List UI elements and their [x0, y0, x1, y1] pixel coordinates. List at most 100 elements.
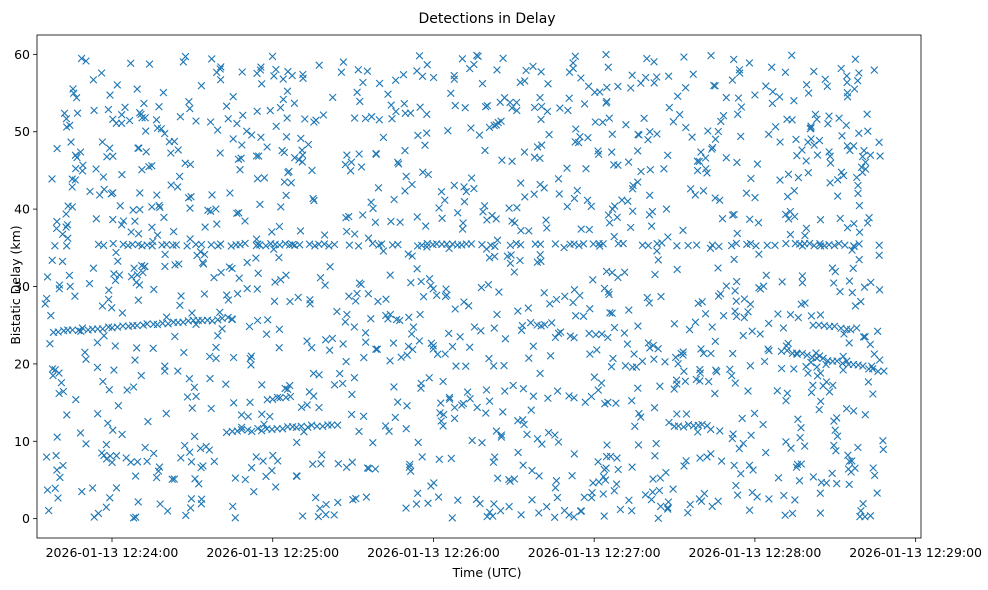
data-point: [698, 298, 706, 306]
data-point: [790, 186, 799, 195]
data-point: [130, 264, 138, 272]
data-point: [707, 51, 715, 60]
data-point: [271, 278, 279, 286]
data-point: [41, 300, 49, 308]
data-point: [652, 439, 660, 448]
data-point: [391, 76, 400, 85]
data-point: [673, 242, 681, 250]
data-point: [309, 194, 317, 203]
data-point: [605, 114, 614, 122]
data-point: [800, 442, 809, 450]
data-point: [254, 269, 262, 278]
data-point: [356, 97, 364, 106]
data-point: [439, 377, 447, 386]
data-point: [58, 230, 67, 238]
data-point: [627, 506, 636, 515]
data-point: [177, 454, 185, 462]
data-point: [671, 353, 680, 362]
data-point: [401, 187, 409, 195]
data-point: [875, 241, 883, 249]
data-point: [334, 459, 343, 468]
data-point: [765, 346, 773, 355]
data-point: [117, 221, 126, 229]
data-point: [660, 165, 668, 173]
data-point: [466, 394, 474, 403]
data-point: [93, 363, 102, 372]
data-point: [74, 326, 83, 335]
data-point: [866, 340, 875, 349]
data-point: [820, 241, 829, 250]
data-point: [110, 270, 118, 278]
data-point: [568, 471, 576, 480]
data-point: [762, 271, 771, 280]
data-point: [826, 159, 835, 167]
data-point: [303, 337, 311, 345]
data-point: [836, 214, 844, 223]
data-point: [429, 285, 437, 293]
data-point: [268, 466, 276, 475]
data-point: [603, 97, 611, 106]
data-point: [544, 428, 553, 437]
data-point: [99, 241, 108, 250]
data-point: [536, 93, 544, 102]
data-point: [339, 340, 347, 348]
data-point: [496, 506, 505, 515]
data-point: [644, 241, 653, 250]
data-point: [582, 164, 590, 173]
data-point: [359, 78, 367, 87]
data-point: [94, 509, 103, 518]
data-point: [794, 415, 802, 423]
data-point: [386, 357, 394, 365]
data-point: [477, 327, 485, 335]
data-point: [646, 128, 654, 136]
data-point: [179, 58, 188, 66]
data-point: [599, 490, 608, 498]
data-point: [570, 194, 579, 203]
data-point: [516, 241, 525, 249]
data-point: [722, 282, 731, 290]
data-point: [224, 115, 232, 123]
data-point: [536, 180, 544, 189]
data-point: [600, 512, 608, 520]
data-point: [691, 191, 700, 199]
data-point: [867, 278, 875, 287]
data-point: [119, 240, 128, 249]
data-point: [482, 409, 490, 417]
data-point: [501, 335, 510, 343]
data-point: [586, 350, 594, 358]
data-point: [282, 133, 291, 141]
data-point: [686, 500, 694, 509]
data-point: [196, 444, 205, 453]
data-point: [732, 297, 741, 305]
data-point: [854, 443, 862, 452]
data-point: [214, 331, 222, 340]
data-point: [129, 383, 138, 391]
data-point: [594, 386, 603, 394]
data-point: [640, 114, 648, 123]
data-point: [367, 112, 376, 121]
data-point: [374, 297, 382, 306]
data-point: [53, 466, 61, 474]
data-point: [373, 345, 382, 353]
y-tick-label: 50: [14, 124, 30, 139]
data-point: [628, 71, 636, 79]
data-point: [341, 318, 350, 326]
data-point: [71, 164, 80, 173]
data-point: [257, 63, 265, 71]
data-point: [733, 158, 741, 167]
data-point: [649, 341, 658, 350]
data-point: [271, 483, 280, 491]
data-point: [644, 339, 653, 347]
data-point: [551, 240, 560, 248]
data-point: [322, 500, 330, 509]
data-point: [252, 235, 261, 243]
y-tick-label: 20: [14, 356, 30, 371]
data-point: [161, 362, 169, 370]
data-point: [686, 185, 695, 193]
data-point: [850, 242, 858, 250]
data-point: [730, 255, 738, 264]
data-point: [229, 92, 237, 101]
data-point: [826, 152, 834, 160]
data-point: [580, 100, 589, 108]
data-point: [584, 82, 593, 90]
